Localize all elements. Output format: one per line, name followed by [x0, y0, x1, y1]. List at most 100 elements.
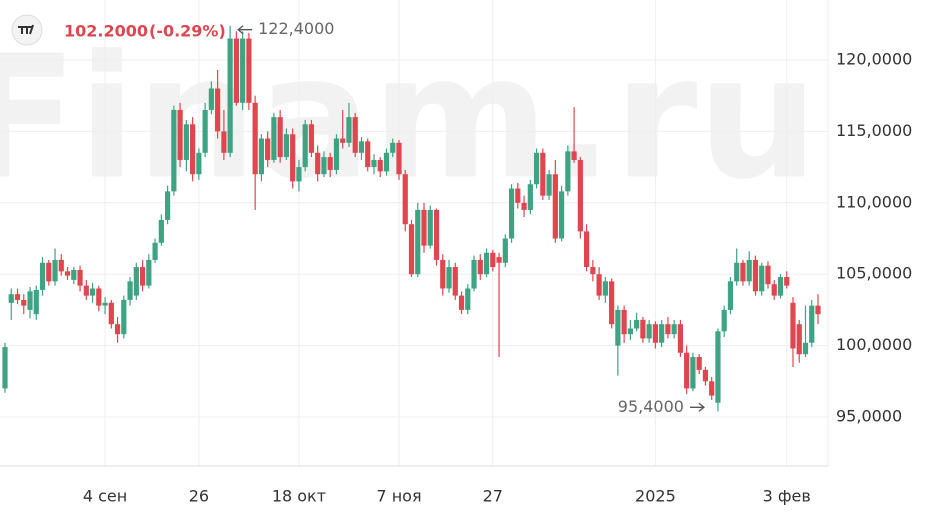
candle — [496, 252, 502, 358]
body — [377, 159, 383, 172]
body — [46, 262, 52, 282]
body — [540, 152, 546, 196]
candle — [246, 32, 252, 110]
max-annotation: 122,4000 — [258, 19, 334, 38]
candle — [515, 182, 521, 209]
candle — [802, 305, 809, 358]
candle — [483, 248, 490, 278]
body — [640, 319, 646, 339]
body — [709, 381, 715, 396]
body — [121, 299, 127, 335]
body — [408, 224, 415, 275]
body — [609, 281, 615, 325]
body — [139, 267, 146, 286]
candle — [759, 262, 765, 296]
body — [496, 257, 502, 263]
candle — [615, 305, 621, 376]
body — [502, 238, 508, 263]
y-tick-label: 105,0000 — [836, 264, 912, 283]
body — [802, 342, 809, 355]
candle — [715, 328, 721, 412]
body — [584, 231, 590, 268]
candle — [71, 267, 77, 285]
body — [296, 167, 302, 182]
body — [440, 259, 446, 289]
body — [515, 188, 521, 203]
body — [233, 38, 239, 103]
body — [696, 357, 702, 370]
candle — [340, 109, 346, 149]
candle — [721, 305, 727, 338]
body — [208, 88, 214, 110]
body — [527, 184, 533, 210]
body — [490, 252, 496, 268]
body — [621, 309, 627, 335]
body — [258, 138, 265, 175]
body — [615, 309, 621, 346]
arrow — [237, 25, 253, 35]
body — [146, 259, 152, 286]
candle — [402, 169, 408, 232]
candle — [765, 261, 771, 289]
candle — [177, 102, 183, 168]
x-tick-label: 18 окт — [272, 487, 326, 506]
candle — [734, 248, 740, 286]
candle — [327, 152, 333, 178]
body — [483, 252, 490, 275]
body — [746, 259, 752, 282]
candle — [609, 278, 615, 329]
body — [784, 277, 790, 286]
body — [627, 328, 633, 335]
body — [659, 324, 665, 343]
candle — [458, 291, 465, 315]
body — [702, 369, 709, 382]
body — [89, 288, 96, 296]
candle — [14, 288, 21, 305]
body — [39, 262, 46, 290]
candle — [333, 134, 340, 175]
plot-area — [0, 0, 829, 467]
candle — [671, 319, 677, 339]
candle — [283, 128, 290, 160]
candle — [490, 249, 496, 272]
candle — [252, 95, 258, 210]
body — [577, 159, 583, 232]
body — [265, 138, 271, 160]
candle — [465, 284, 471, 315]
body — [759, 265, 765, 292]
logo-mark — [18, 24, 34, 35]
candle — [208, 81, 214, 115]
candle — [33, 285, 39, 320]
candle — [527, 179, 533, 215]
body — [252, 102, 258, 175]
body — [415, 209, 421, 275]
body — [202, 109, 208, 153]
candle — [196, 148, 202, 180]
candle — [590, 259, 596, 282]
candle — [39, 257, 46, 296]
body — [396, 142, 402, 175]
body — [358, 141, 365, 153]
candle — [77, 265, 83, 292]
candle — [777, 274, 784, 299]
body — [715, 331, 721, 403]
body — [196, 152, 202, 175]
body — [646, 324, 652, 339]
candle — [546, 169, 552, 200]
body — [102, 302, 108, 306]
body — [333, 138, 340, 170]
candle — [627, 319, 633, 340]
candle — [640, 317, 646, 343]
body — [8, 294, 14, 303]
body — [221, 131, 227, 153]
candle — [290, 128, 296, 189]
candle — [452, 262, 458, 300]
candle — [108, 299, 114, 329]
candle — [602, 277, 608, 303]
body — [71, 269, 77, 280]
body — [96, 288, 102, 306]
candle — [146, 254, 152, 289]
candle — [46, 259, 52, 286]
candle — [796, 319, 802, 363]
